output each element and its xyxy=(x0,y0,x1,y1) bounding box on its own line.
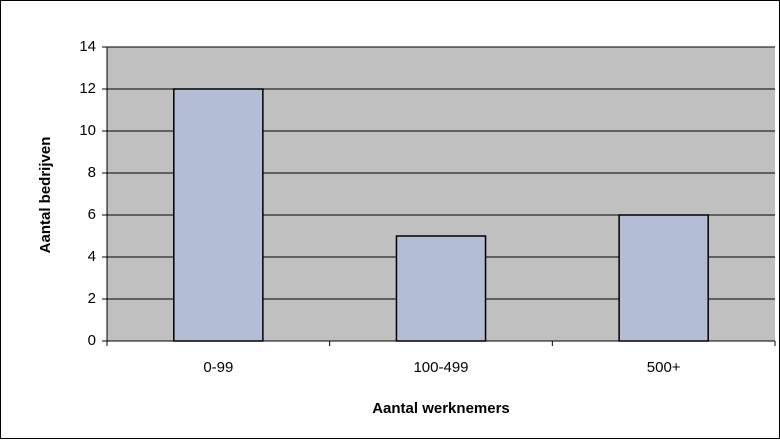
y-tick-label: 2 xyxy=(88,290,96,307)
y-tick-label: 6 xyxy=(88,206,96,223)
x-tick-label: 500+ xyxy=(647,359,681,376)
x-tick-label: 0-99 xyxy=(203,359,233,376)
y-tick-label: 8 xyxy=(88,164,96,181)
y-tick-label: 4 xyxy=(88,248,96,265)
x-tick-label: 100-499 xyxy=(413,359,468,376)
y-tick-label: 10 xyxy=(79,122,96,139)
y-axis-title: Aantal bedrijven xyxy=(37,137,54,254)
y-tick-label: 0 xyxy=(88,332,96,349)
x-axis-title: Aantal werknemers xyxy=(372,400,510,417)
y-tick-label: 14 xyxy=(79,38,96,55)
y-tick-label: 12 xyxy=(79,80,96,97)
bar xyxy=(395,235,487,342)
bar xyxy=(173,88,264,342)
bar xyxy=(618,214,709,342)
